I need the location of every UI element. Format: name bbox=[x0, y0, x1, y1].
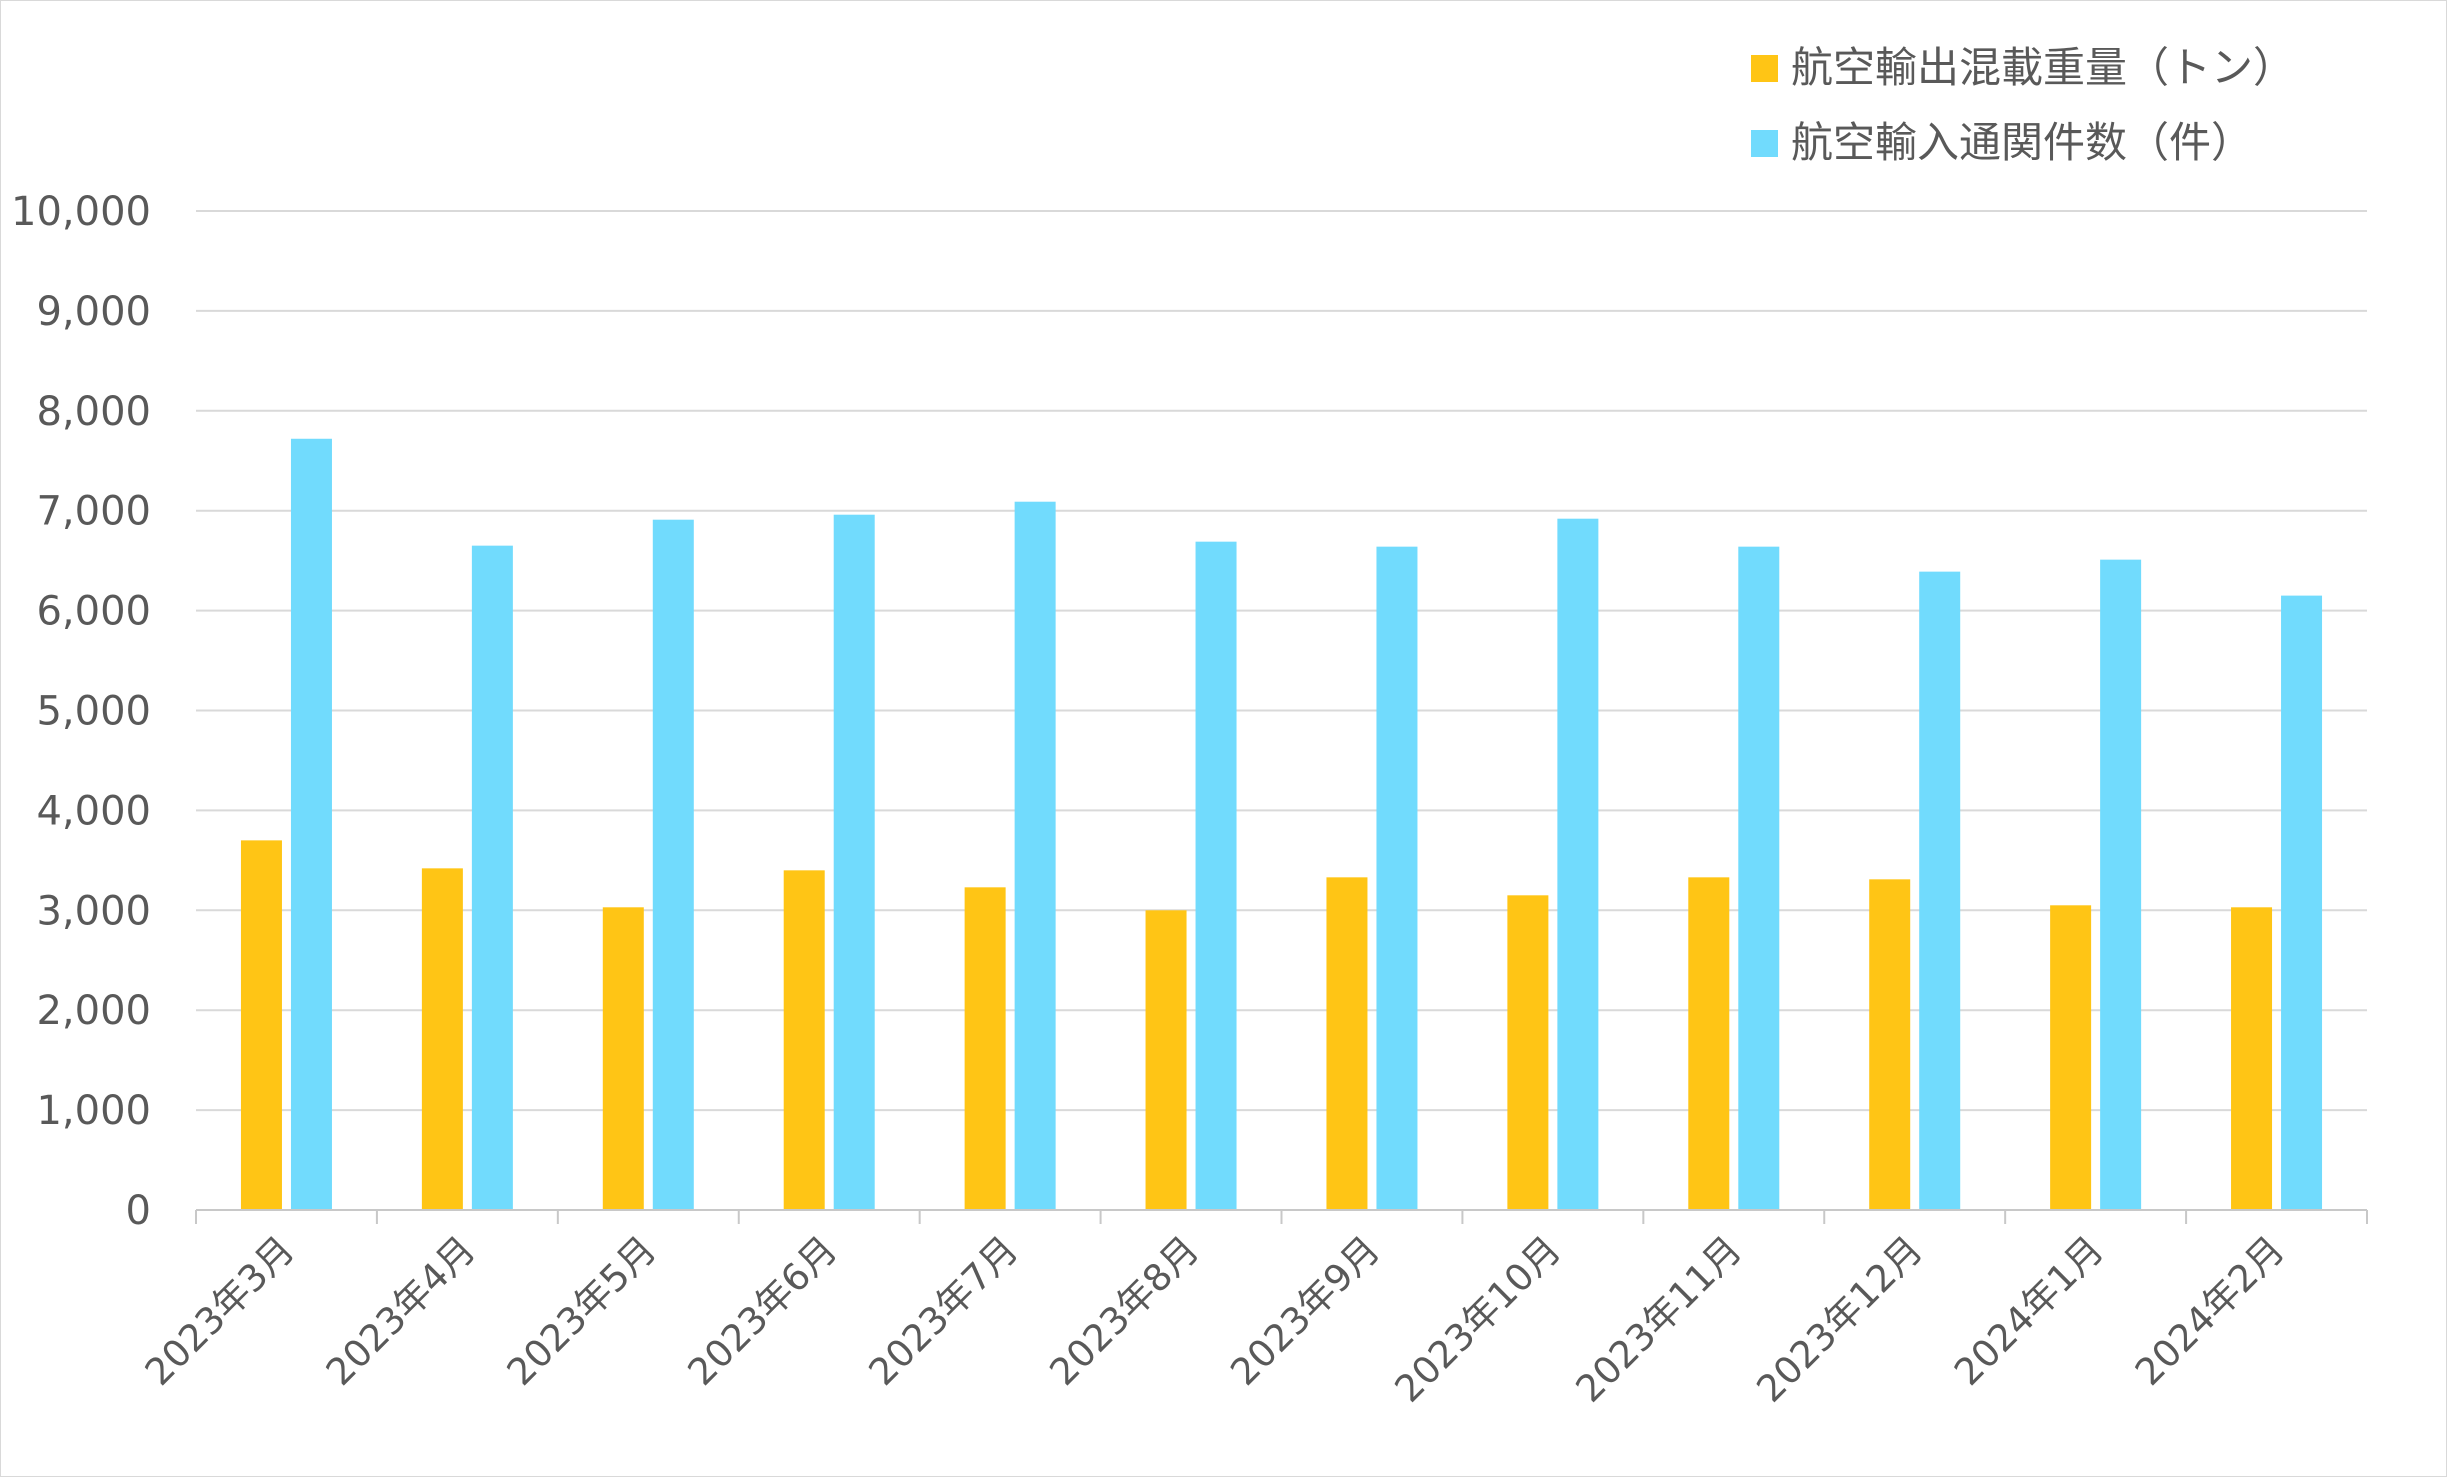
y-tick-label: 2,000 bbox=[36, 988, 151, 1034]
y-tick-label: 7,000 bbox=[36, 489, 151, 535]
legend: 航空輸出混載重量（トン） 航空輸入通関件数（件） bbox=[1751, 43, 2295, 167]
y-tick-label: 9,000 bbox=[36, 289, 151, 335]
x-tick-label: 2023年5月 bbox=[499, 1228, 665, 1394]
bar-series-2 bbox=[1919, 571, 1961, 1210]
legend-label: 航空輸入通関件数（件） bbox=[1791, 118, 2253, 167]
y-tick-label: 0 bbox=[126, 1188, 151, 1234]
bar-series-1 bbox=[421, 868, 463, 1210]
x-tick-labels: 2023年3月 2023年4月 2023年5月 2023年6月 2023年7月 2023年… bbox=[137, 1228, 2293, 1411]
bar-series-2 bbox=[2281, 595, 2323, 1210]
x-tick-label: 2024年1月 bbox=[1946, 1228, 2112, 1394]
y-tick-label: 4,000 bbox=[36, 788, 151, 834]
y-tick-label: 8,000 bbox=[36, 389, 151, 435]
bar-series-1 bbox=[602, 907, 644, 1210]
bars-layer bbox=[240, 438, 2323, 1211]
bar-series-1 bbox=[1145, 910, 1187, 1210]
legend-label: 航空輸出混載重量（トン） bbox=[1791, 43, 2295, 92]
y-tick-label: 1,000 bbox=[36, 1088, 151, 1134]
legend-swatch bbox=[1751, 55, 1778, 82]
bar-series-2 bbox=[1014, 501, 1056, 1211]
bar-series-2 bbox=[652, 519, 694, 1210]
axis-layer bbox=[195, 1209, 2368, 1224]
bar-series-1 bbox=[1507, 895, 1549, 1210]
x-tick-label: 2023年8月 bbox=[1041, 1228, 1207, 1394]
bar-series-2 bbox=[1376, 546, 1418, 1210]
bar-series-2 bbox=[1195, 541, 1237, 1210]
bar-series-2 bbox=[2100, 559, 2142, 1210]
bar-series-1 bbox=[2231, 907, 2273, 1210]
x-tick-label: 2023年3月 bbox=[137, 1228, 303, 1394]
y-tick-labels: 0 1,000 2,000 3,000 4,000 5,000 6,000 7,000 8,00… bbox=[11, 189, 151, 1234]
x-tick-label: 2023年12月 bbox=[1748, 1228, 1931, 1411]
y-tick-label: 5,000 bbox=[36, 689, 151, 735]
bar-series-1 bbox=[240, 840, 282, 1210]
bar-series-1 bbox=[2050, 905, 2092, 1210]
x-tick-label: 2023年9月 bbox=[1222, 1228, 1388, 1394]
bar-series-1 bbox=[783, 870, 825, 1210]
x-tick-label: 2024年2月 bbox=[2127, 1228, 2293, 1394]
bar-series-2 bbox=[471, 545, 513, 1210]
bar-series-1 bbox=[964, 887, 1006, 1210]
grid-layer bbox=[196, 210, 2367, 1112]
y-tick-label: 6,000 bbox=[36, 589, 151, 635]
x-tick-label: 2023年10月 bbox=[1387, 1228, 1570, 1411]
bar-series-1 bbox=[1869, 879, 1911, 1210]
bar-series-1 bbox=[1688, 877, 1730, 1210]
legend-swatch bbox=[1751, 130, 1778, 157]
bar-series-2 bbox=[1738, 546, 1780, 1210]
y-tick-label: 10,000 bbox=[11, 189, 151, 235]
bar-series-1 bbox=[1326, 877, 1368, 1210]
bar-series-2 bbox=[1557, 518, 1599, 1210]
bar-series-2 bbox=[290, 438, 332, 1211]
x-tick-label: 2023年7月 bbox=[861, 1228, 1027, 1394]
x-tick-label: 2023年6月 bbox=[680, 1228, 846, 1394]
bar-series-2 bbox=[833, 514, 875, 1210]
x-tick-label: 2023年11月 bbox=[1568, 1228, 1751, 1411]
y-tick-label: 3,000 bbox=[36, 888, 151, 934]
x-tick-label: 2023年4月 bbox=[318, 1228, 484, 1394]
